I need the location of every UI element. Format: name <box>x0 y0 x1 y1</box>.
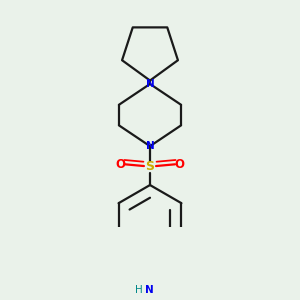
Text: H: H <box>135 285 142 296</box>
Text: N: N <box>146 141 154 151</box>
Text: O: O <box>174 158 184 171</box>
Text: N: N <box>146 79 154 89</box>
Text: N: N <box>145 285 154 296</box>
Text: S: S <box>146 160 154 172</box>
Text: O: O <box>116 158 126 171</box>
